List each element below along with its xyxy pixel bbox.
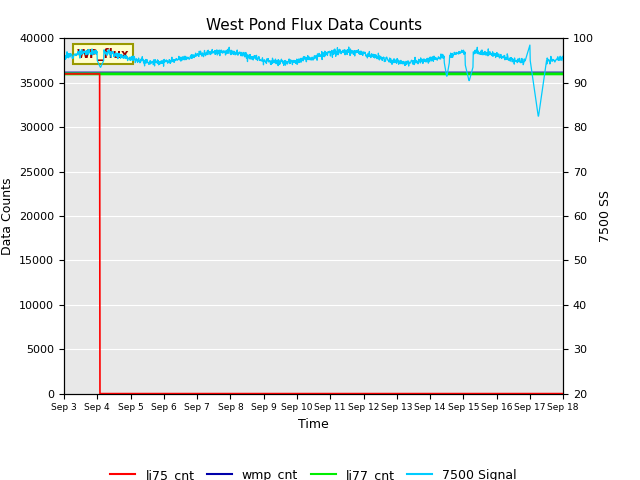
X-axis label: Time: Time: [298, 418, 329, 431]
Legend: li75_cnt, wmp_cnt, li77_cnt, 7500 Signal: li75_cnt, wmp_cnt, li77_cnt, 7500 Signal: [106, 464, 522, 480]
Title: West Pond Flux Data Counts: West Pond Flux Data Counts: [205, 18, 422, 33]
Text: WP_flux: WP_flux: [77, 48, 129, 61]
Y-axis label: Data Counts: Data Counts: [1, 177, 13, 255]
Y-axis label: 7500 SS: 7500 SS: [600, 190, 612, 242]
